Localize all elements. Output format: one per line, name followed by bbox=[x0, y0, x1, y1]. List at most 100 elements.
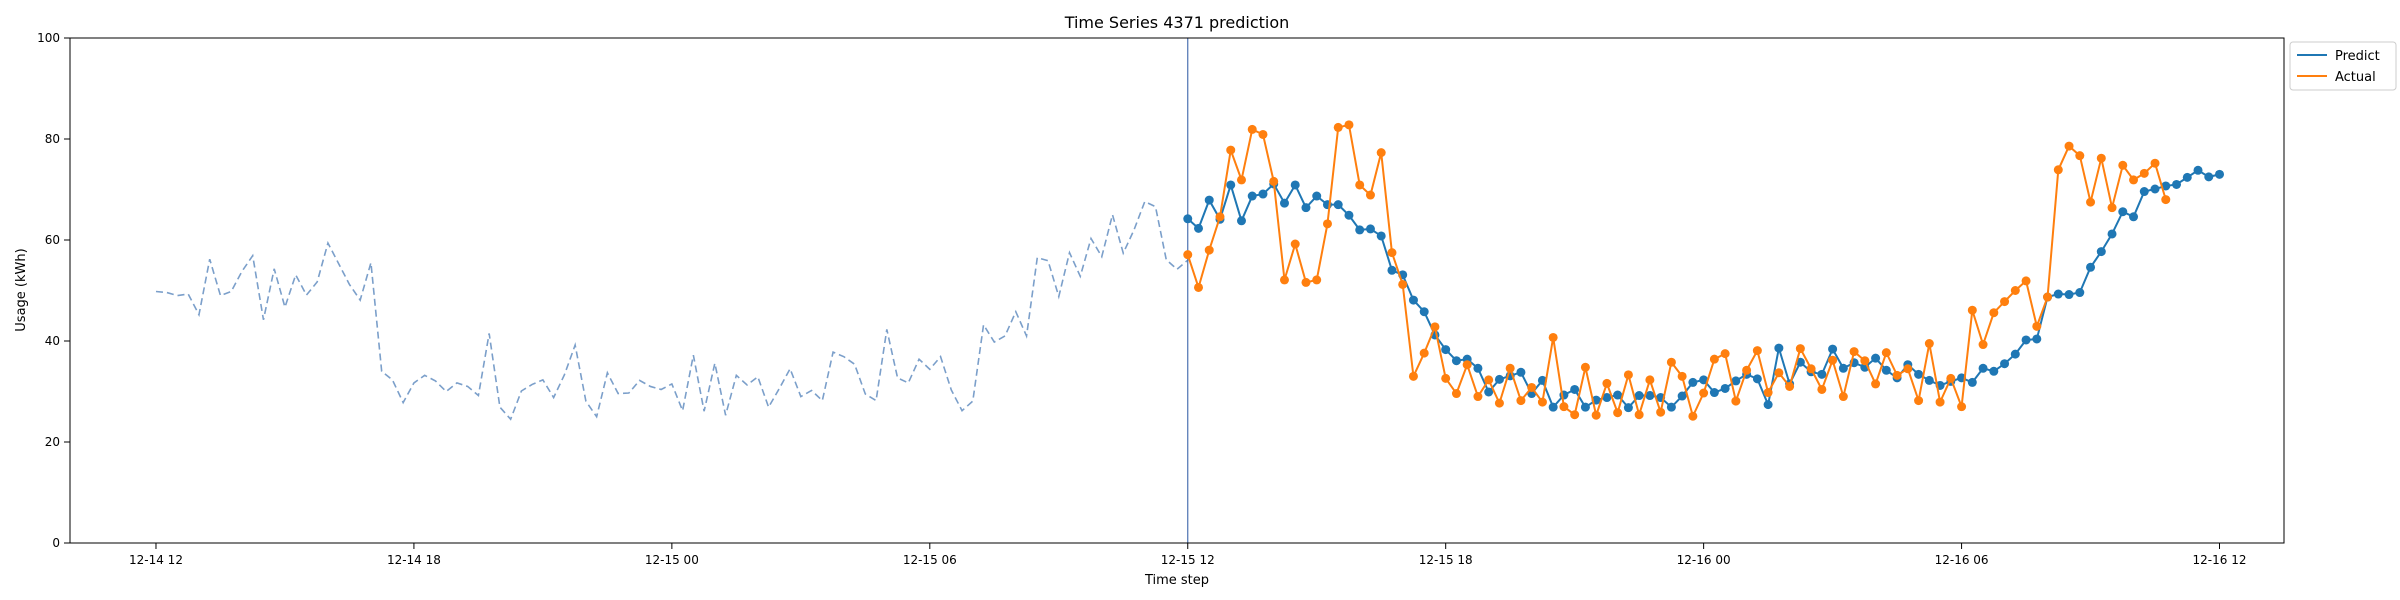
series-predict-point bbox=[2182, 172, 2192, 182]
series-actual-point bbox=[1269, 176, 1279, 186]
series-actual-point bbox=[1204, 245, 1214, 255]
series-actual-point bbox=[1527, 382, 1537, 392]
series-actual-point bbox=[1279, 275, 1289, 285]
series-actual-point bbox=[1989, 308, 1999, 318]
y-tick-label: 20 bbox=[45, 435, 60, 449]
series-predict-point bbox=[2118, 207, 2128, 217]
legend-item-actual: Actual bbox=[2297, 70, 2376, 85]
series-predict-point bbox=[1301, 203, 1311, 213]
series-predict-point bbox=[1441, 345, 1451, 355]
series-actual-point bbox=[1322, 219, 1332, 229]
series-actual-point bbox=[1935, 397, 1945, 407]
series-predict-point bbox=[1376, 231, 1386, 241]
series-predict-point bbox=[1312, 191, 1322, 201]
series-predict-point bbox=[1817, 369, 1827, 379]
series-actual-point bbox=[1258, 129, 1268, 139]
x-tick-label: 12-14 18 bbox=[387, 553, 441, 567]
series-predict-point bbox=[1731, 376, 1741, 386]
series-actual-point bbox=[1451, 389, 1461, 399]
series-actual-point bbox=[1634, 410, 1644, 420]
series-predict-point bbox=[1236, 216, 1246, 226]
series-actual-point bbox=[1946, 373, 1956, 383]
series-predict-point bbox=[2215, 169, 2225, 179]
series-predict-point bbox=[1484, 387, 1494, 397]
series-predict-point bbox=[2021, 335, 2031, 345]
series-actual-point bbox=[2032, 321, 2042, 331]
series-predict-point bbox=[2129, 212, 2139, 222]
series-actual-point bbox=[1301, 277, 1311, 287]
series-predict-point bbox=[1204, 195, 1214, 205]
series-actual-point bbox=[1419, 348, 1429, 358]
plot-frame bbox=[69, 37, 2285, 544]
series-predict-point bbox=[1548, 402, 1558, 412]
y-tick-label: 40 bbox=[45, 334, 60, 348]
series-actual-point bbox=[1613, 408, 1623, 418]
series-predict-point bbox=[1387, 265, 1397, 275]
chart-title: Time Series 4371 prediction bbox=[1064, 13, 1290, 32]
series-predict-point bbox=[1720, 383, 1730, 393]
series-actual-point bbox=[1978, 340, 1988, 350]
series-actual-point bbox=[2021, 276, 2031, 286]
series-actual-point bbox=[2000, 297, 2010, 307]
series-actual-point bbox=[2053, 165, 2063, 175]
series-actual-point bbox=[2043, 292, 2053, 302]
series-predict-point bbox=[1290, 180, 1300, 190]
series-actual-point bbox=[1548, 332, 1558, 342]
series-actual-point bbox=[1774, 368, 1784, 378]
series-actual-point bbox=[1247, 124, 1257, 134]
plot-area: 0 20 40 60 80 100 12-14 12 12-14 18 12-15 00 12-1… bbox=[37, 31, 2246, 567]
series-actual-point bbox=[1742, 365, 1752, 375]
series-actual-point bbox=[1903, 364, 1913, 374]
series-predict-point bbox=[1613, 390, 1623, 400]
series-actual-point bbox=[1376, 148, 1386, 158]
series-actual-point bbox=[2118, 160, 2128, 170]
series-predict-point bbox=[1194, 223, 1203, 233]
series-predict-point bbox=[2161, 181, 2171, 191]
series-actual-point bbox=[1365, 190, 1375, 200]
series-predict-point bbox=[1623, 403, 1633, 413]
y-axis-label: Usage (kWh) bbox=[14, 248, 29, 331]
series-actual-point bbox=[1967, 305, 1977, 315]
series-predict-point bbox=[1838, 363, 1848, 373]
series-actual-point bbox=[1462, 360, 1472, 370]
series-actual-point bbox=[1215, 212, 1225, 222]
series-predict-point bbox=[1183, 214, 1193, 224]
series-actual-point bbox=[1441, 373, 1451, 383]
series-predict-point bbox=[1774, 343, 1784, 353]
series-predict-point bbox=[1871, 353, 1881, 363]
series-actual-point bbox=[1677, 371, 1687, 381]
series-actual-point bbox=[1602, 378, 1612, 388]
series-actual-point bbox=[1666, 357, 1676, 367]
series-actual-point bbox=[1344, 120, 1354, 130]
series-predict-point bbox=[1516, 367, 1526, 377]
series-predict-point bbox=[1914, 369, 1924, 379]
series-actual-point bbox=[1355, 180, 1365, 190]
series-actual-point bbox=[1312, 275, 1322, 285]
series-actual-point bbox=[1387, 248, 1397, 258]
series-predict-point bbox=[1677, 391, 1687, 401]
series-predict-point bbox=[2204, 172, 2214, 182]
series-predict-point bbox=[1688, 377, 1698, 387]
series-actual-point bbox=[2075, 151, 2085, 161]
series-actual-point bbox=[1892, 370, 1902, 380]
series-actual-point bbox=[1752, 346, 1762, 356]
x-tick-label: 12-15 12 bbox=[1161, 553, 1215, 567]
x-tick-label: 12-15 06 bbox=[903, 553, 957, 567]
series-actual-point bbox=[1709, 354, 1719, 364]
series-predict-point bbox=[1699, 375, 1709, 385]
series-predict-point bbox=[1226, 180, 1236, 190]
series-predict-point bbox=[1763, 400, 1773, 410]
series-predict-point bbox=[1924, 375, 1934, 385]
series-predict-point bbox=[1344, 210, 1354, 220]
series-actual-point bbox=[1720, 349, 1730, 359]
series-actual-point bbox=[1333, 122, 1343, 132]
series-predict-point bbox=[1247, 191, 1257, 201]
series-predict-point bbox=[1967, 377, 1977, 387]
series-predict-point bbox=[1258, 189, 1268, 199]
series-actual-point bbox=[1838, 392, 1848, 402]
series-predict-point bbox=[2064, 290, 2074, 300]
series-actual-point bbox=[1505, 363, 1515, 373]
series-predict-point bbox=[2107, 229, 2117, 239]
